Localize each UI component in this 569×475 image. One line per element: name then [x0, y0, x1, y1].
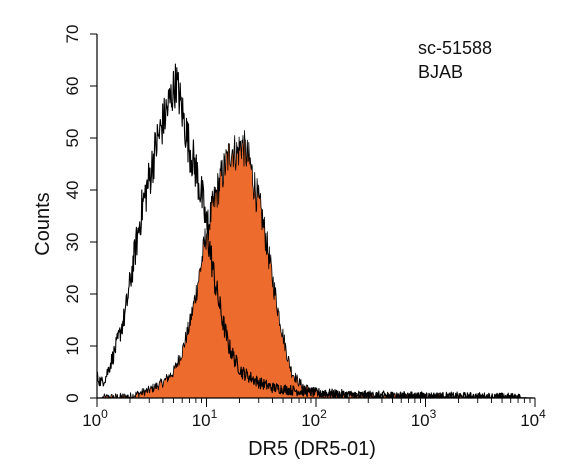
x-tick-label: 104: [520, 407, 546, 430]
annotation-product-code: sc-51588: [418, 38, 492, 58]
y-tick-label: 30: [63, 233, 82, 252]
y-tick-label: 60: [63, 77, 82, 96]
y-tick-label: 0: [63, 393, 82, 402]
y-tick-label: 40: [63, 181, 82, 200]
y-tick-label: 10: [63, 337, 82, 356]
y-axis-title: Counts: [32, 192, 54, 255]
axes: 0 10 20 30 40 50 60 70 100 101 102 103 104: [63, 25, 546, 430]
y-tick-label: 70: [63, 25, 82, 44]
x-axis-title: DR5 (DR5-01): [248, 438, 376, 460]
x-tick-label: 103: [411, 407, 437, 430]
x-tick-label: 102: [301, 407, 327, 430]
y-tick-label: 50: [63, 129, 82, 148]
control-histogram-line: [96, 63, 536, 399]
annotation-cell-line: BJAB: [418, 62, 463, 82]
plot-area: [96, 63, 536, 399]
stained-histogram: [96, 130, 536, 399]
x-tick-label: 100: [82, 407, 108, 430]
y-tick-label: 20: [63, 285, 82, 304]
x-tick-label: 101: [192, 407, 218, 430]
